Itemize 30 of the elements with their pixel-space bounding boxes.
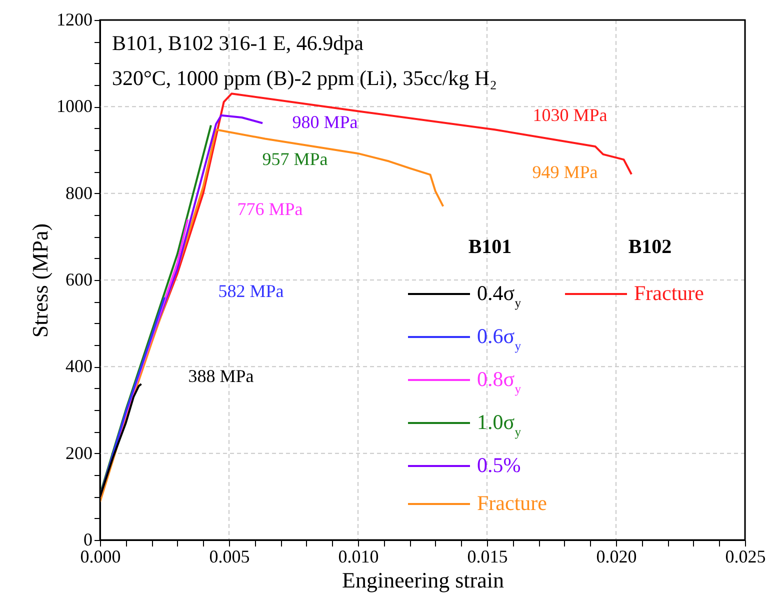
legend-label: Fracture [634,281,704,305]
annotation: 980 MPa [292,112,358,132]
x-tick-label: 0.020 [596,546,637,566]
text: 320°C, 1000 ppm (B)-2 ppm (Li), 35cc/kg H₂ [112,66,497,90]
text: B101, B102 316-1 E, 46.9dpa [112,31,364,55]
y-tick-label: 800 [66,182,92,203]
x-tick-label: 0.015 [467,546,508,566]
y-tick-label: 1200 [56,10,92,30]
x-tick-label: 0.000 [80,546,121,566]
x-tick-label: 0.010 [338,546,379,566]
y-axis-title: Stress (MPa) [28,223,52,338]
annotation: 388 MPa [188,366,254,386]
y-tick-label: 200 [66,442,92,463]
y-tick-label: 1000 [56,96,92,116]
legend-label: 0.5% [477,453,521,477]
annotation: B102 [628,236,672,258]
x-axis-title: Engineering strain [342,568,504,592]
annotation: 582 MPa [218,281,284,301]
y-tick-label: 0 [84,530,92,550]
x-tick-label: 0.025 [725,546,766,566]
legend-label: Fracture [477,491,547,515]
line-series [100,128,444,503]
annotation: 949 MPa [532,162,598,182]
annotation: 776 MPa [237,199,303,219]
y-tick-label: 400 [66,356,92,376]
y-tick-label: 600 [66,270,92,290]
annotation: 1030 MPa [532,105,608,125]
annotation: 957 MPa [262,149,328,169]
annotation: B101 [468,236,512,258]
x-tick-label: 0.005 [209,546,250,566]
